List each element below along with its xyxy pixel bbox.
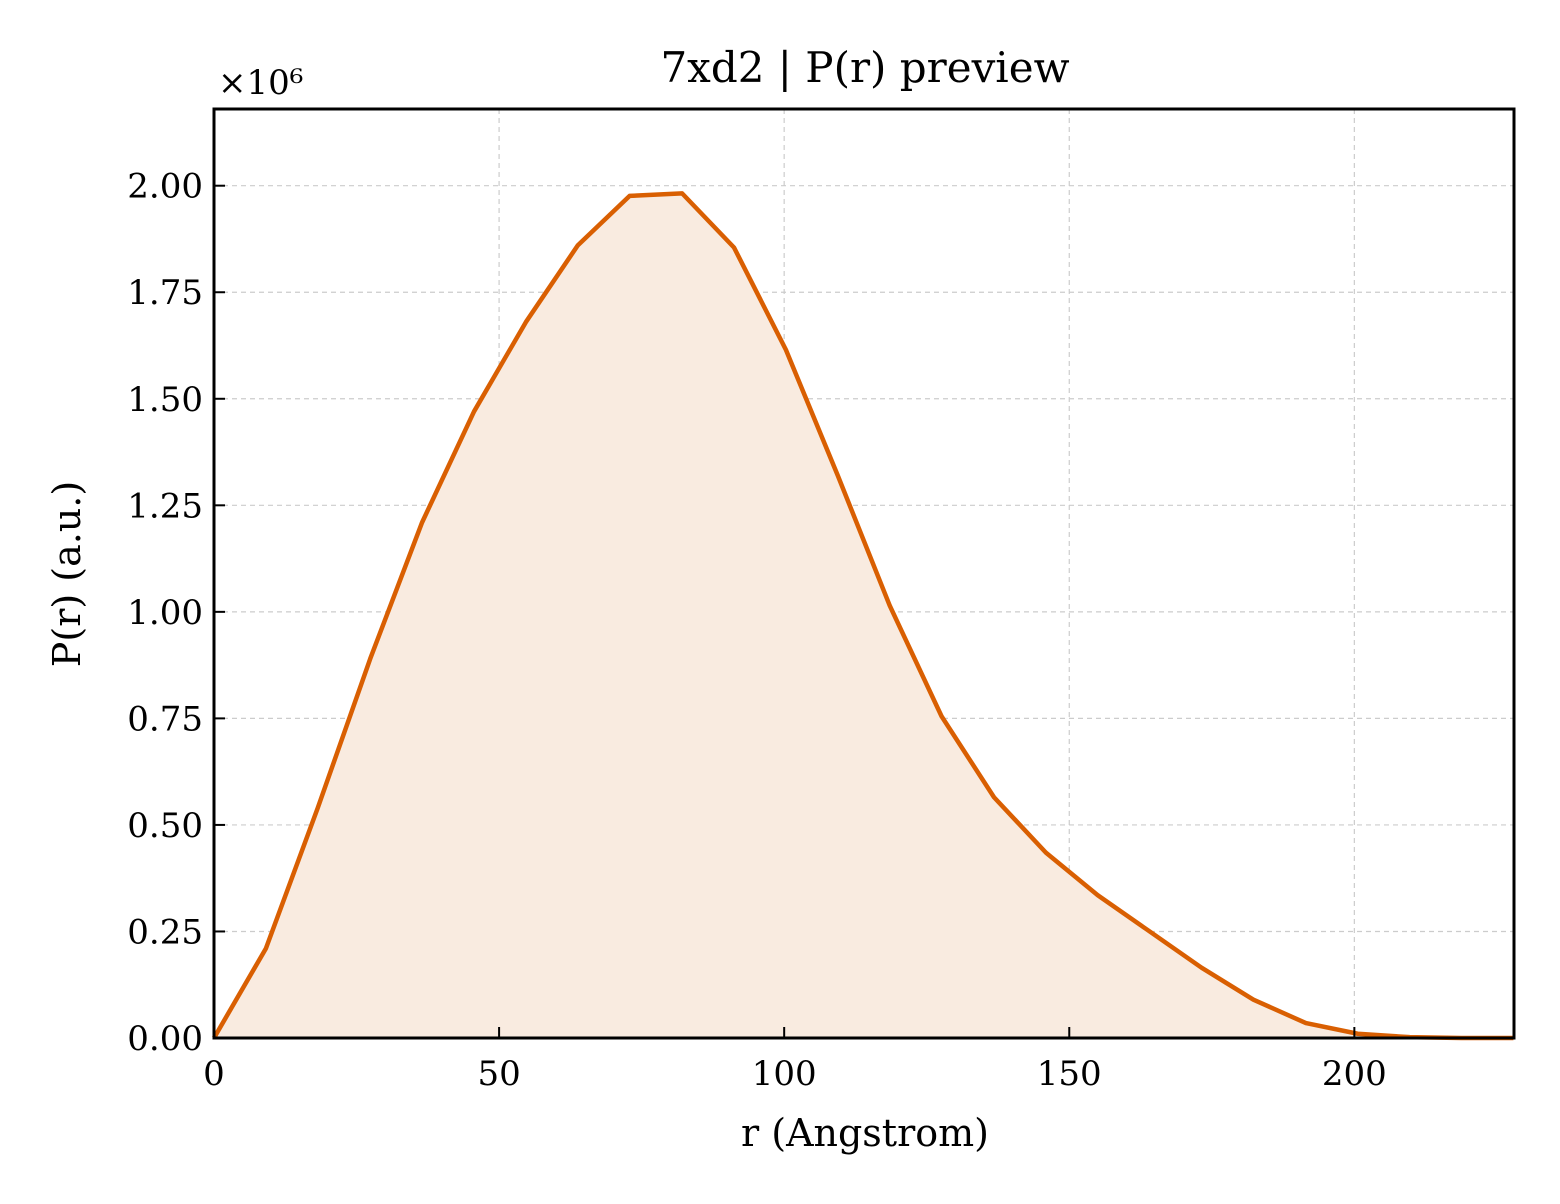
- x-tick-label-4: 200: [1322, 1054, 1387, 1094]
- y-tick-label-4: 1.00: [127, 593, 203, 633]
- series-0-line: [212, 191, 1514, 1041]
- x-axis-label: r (Angstrom): [741, 1111, 989, 1155]
- y-tick-label-3: 0.75: [127, 699, 203, 739]
- x-tick-label-3: 150: [1037, 1054, 1102, 1094]
- y-tick-label-5: 1.25: [127, 486, 203, 526]
- y-tick-label-0: 0.00: [127, 1019, 203, 1059]
- y-offset-label: ×10⁶: [218, 63, 303, 103]
- x-tick-label-0: 0: [203, 1054, 225, 1094]
- plot-series-line: [212, 191, 1514, 1041]
- y-tick-label-7: 1.75: [127, 273, 203, 313]
- y-tick-label-2: 0.50: [127, 806, 203, 846]
- axes-border: [212, 107, 1516, 1040]
- axis-ticks: [213, 184, 1356, 1039]
- y-axis-label: P(r) (a.u.): [45, 481, 89, 667]
- plot-area-fill: [214, 193, 1514, 1038]
- axes-frame: [212, 107, 1516, 1040]
- y-tick-label-1: 0.25: [127, 912, 203, 952]
- axis-tick-labels: 0 50 100 150 200 0.00 0.25 0.50 0.75 1.00 1.25 1.50…: [127, 167, 1387, 1094]
- chart-title: 7xd2 | P(r) preview: [660, 43, 1069, 92]
- x-tick-label-2: 100: [752, 1054, 817, 1094]
- series-0-area: [214, 193, 1514, 1038]
- y-tick-label-6: 1.50: [127, 380, 203, 420]
- x-tick-label-1: 50: [477, 1054, 520, 1094]
- y-tick-label-8: 2.00: [127, 167, 203, 207]
